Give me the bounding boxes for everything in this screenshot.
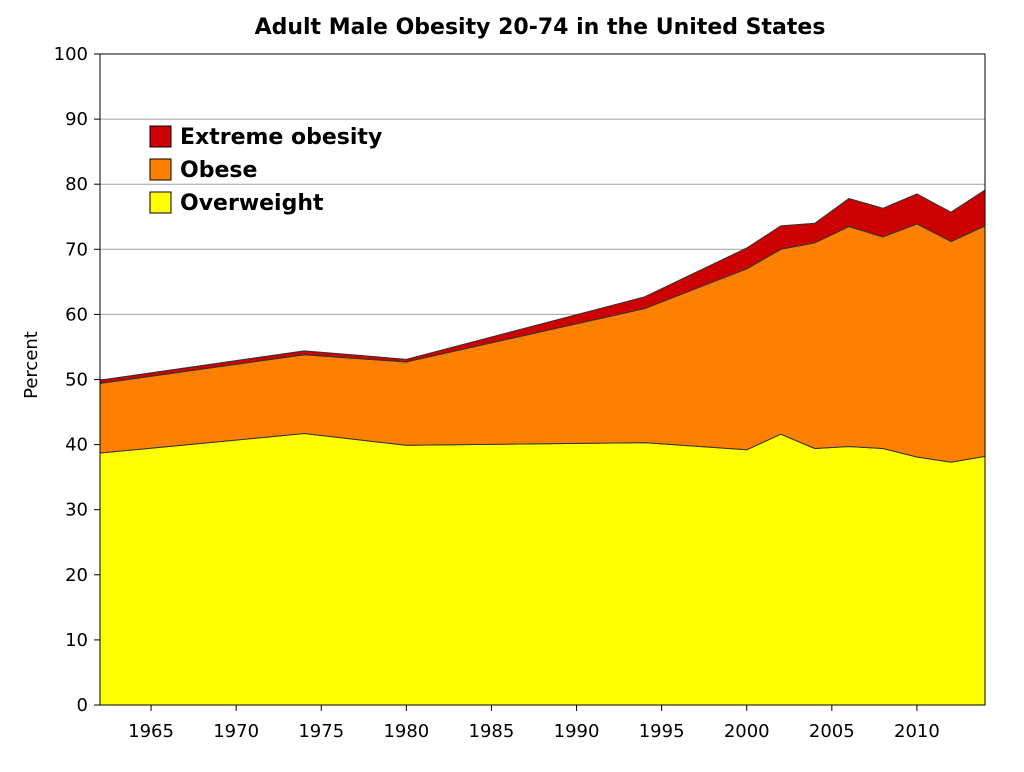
chart-title: Adult Male Obesity 20-74 in the United S… xyxy=(255,15,826,40)
x-tick-label: 1990 xyxy=(554,721,600,742)
legend-label-obese: Obese xyxy=(180,158,257,183)
legend: Extreme obesity Obese Overweight xyxy=(149,125,382,216)
y-tick-label: 30 xyxy=(65,500,88,521)
x-tick-label: 1980 xyxy=(383,721,429,742)
x-tick-label: 1965 xyxy=(128,721,174,742)
area-layer xyxy=(99,189,986,706)
y-tick-label: 60 xyxy=(65,304,88,325)
y-tick-label: 100 xyxy=(54,44,88,65)
legend-swatch-obese xyxy=(149,158,172,181)
y-tick-label: 80 xyxy=(65,174,88,195)
y-tick-label: 20 xyxy=(65,565,88,586)
axis-layer: 0 10 20 30 40 50 60 70 80 90 100 1965 1970 1975 1980 19… xyxy=(54,44,940,742)
x-tick-label: 1985 xyxy=(469,721,515,742)
x-tick-label: 1995 xyxy=(639,721,685,742)
legend-swatch-overweight xyxy=(149,191,172,214)
legend-label-extreme-obesity: Extreme obesity xyxy=(180,125,382,150)
y-tick-label: 10 xyxy=(65,630,88,651)
x-tick-label: 1975 xyxy=(298,721,344,742)
x-tick-label: 2000 xyxy=(724,721,770,742)
y-tick-label: 0 xyxy=(77,695,88,716)
y-tick-label: 40 xyxy=(65,435,88,456)
y-tick-label: 90 xyxy=(65,109,88,130)
x-tick-label: 2010 xyxy=(894,721,940,742)
x-tick-label: 2005 xyxy=(809,721,855,742)
y-axis-label: Percent xyxy=(21,331,42,399)
x-tick-label: 1970 xyxy=(213,721,259,742)
y-tick-label: 70 xyxy=(65,239,88,260)
area-series-overweight xyxy=(99,433,986,706)
legend-swatch-extreme-obesity xyxy=(149,125,172,148)
legend-label-overweight: Overweight xyxy=(180,191,324,216)
y-tick-label: 50 xyxy=(65,370,88,391)
